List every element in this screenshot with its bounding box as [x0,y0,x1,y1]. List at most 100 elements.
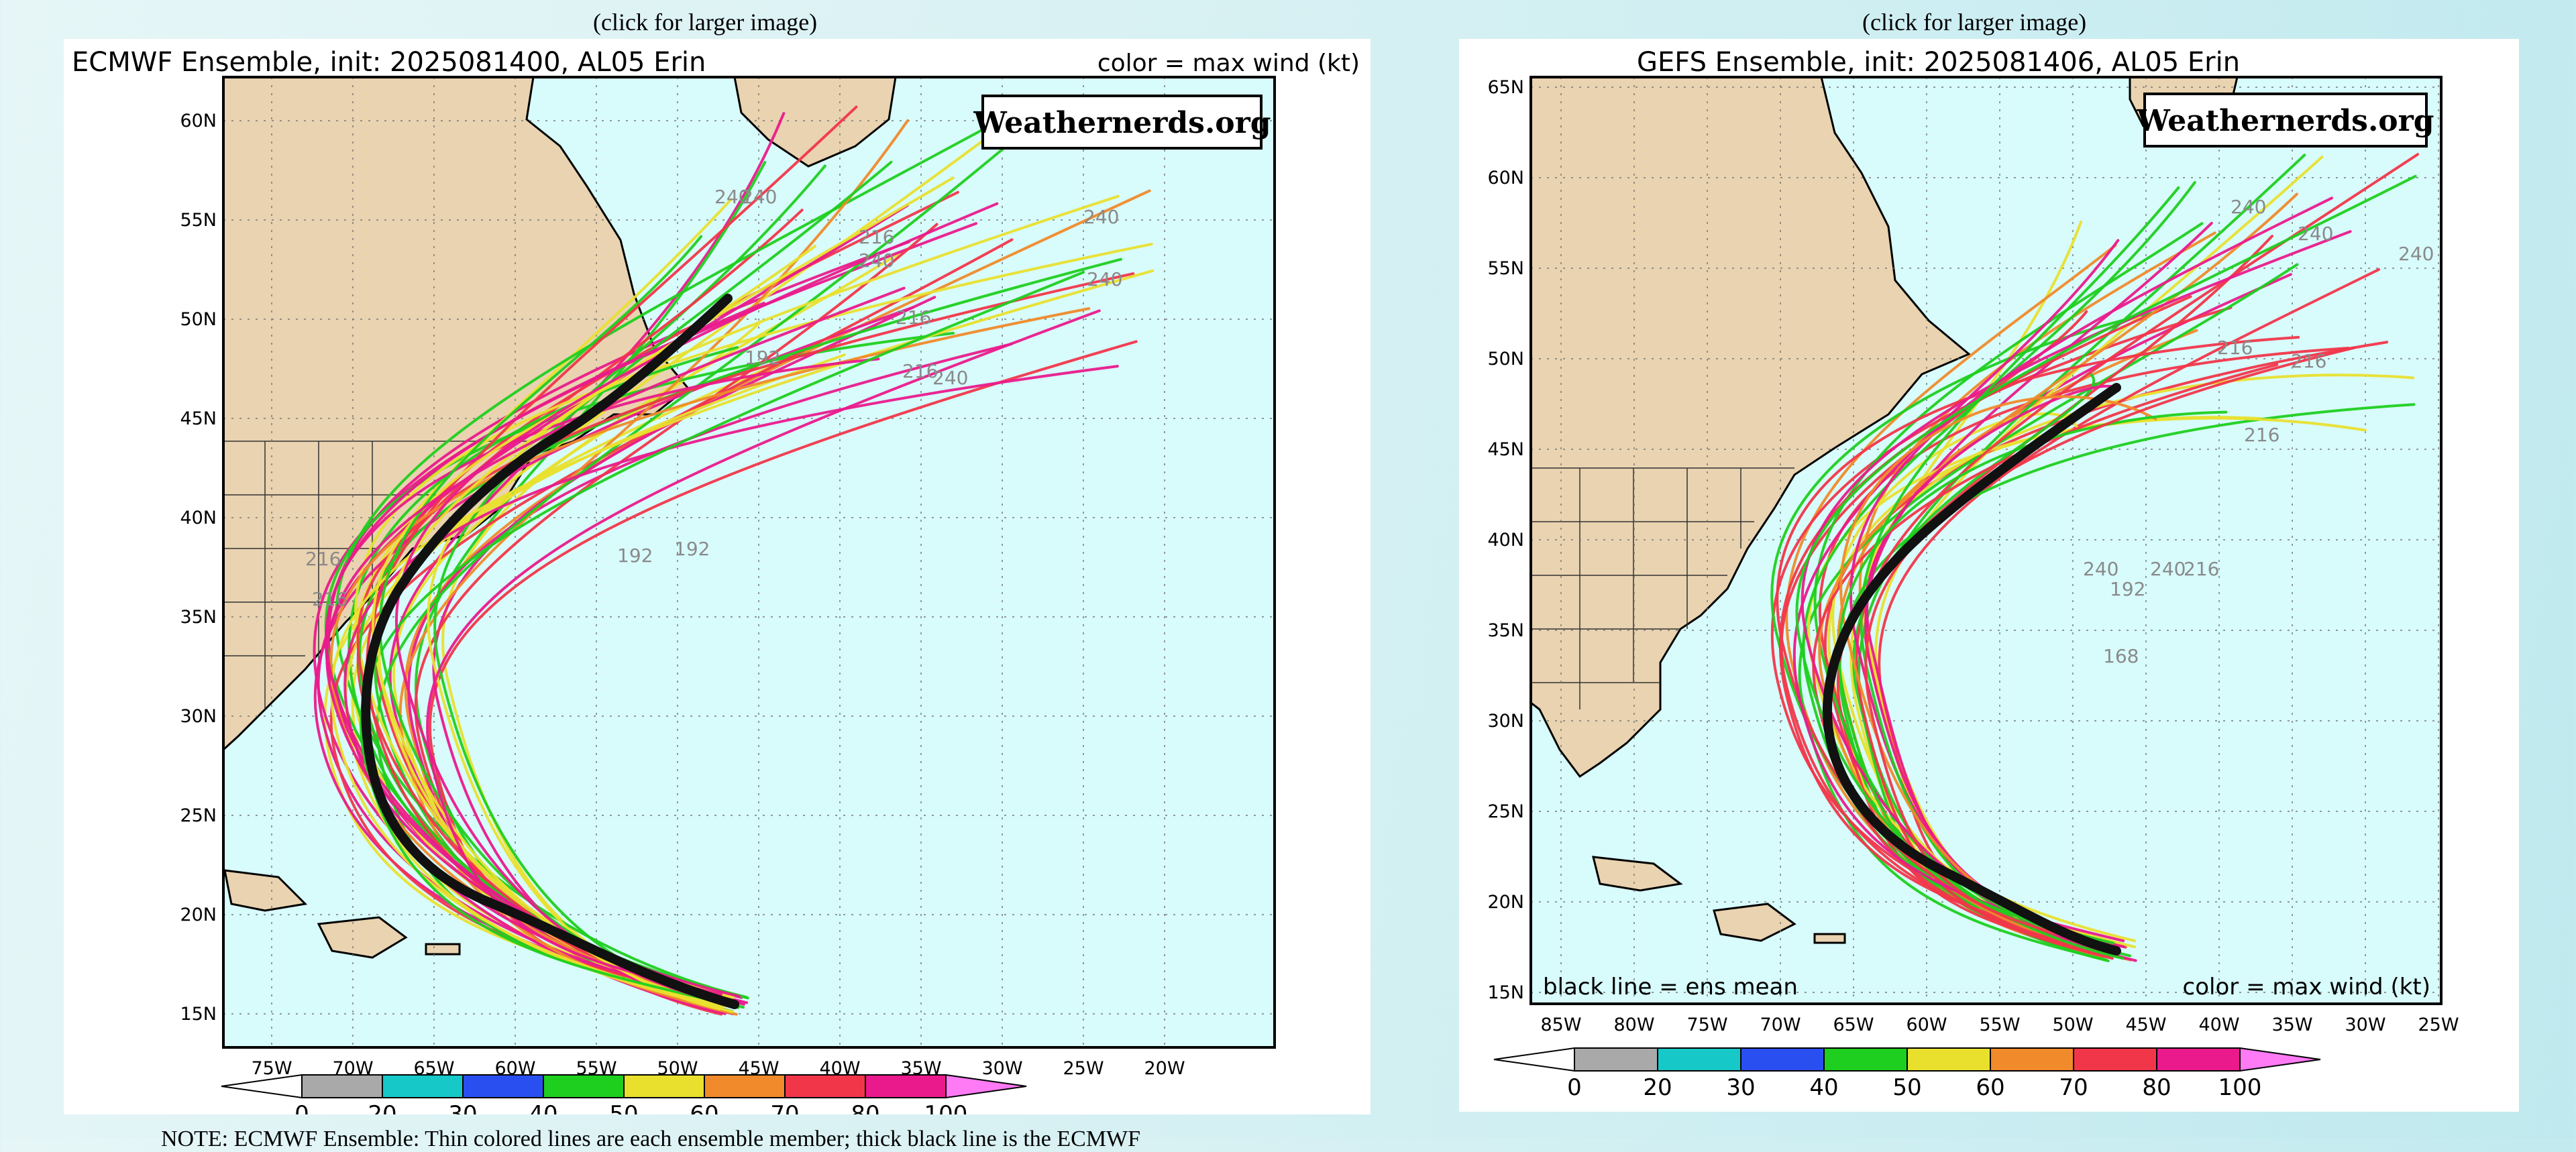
gefs-brand-box: Weathernerds.org [2136,93,2434,148]
ecmwf-lat-label: 30N [180,706,217,727]
ecmwf-hour-label: 192 [617,544,653,567]
ecmwf-hour-label: 192 [674,538,710,560]
gefs-ensemble-track [1795,174,2417,960]
gefs-north-america [1531,77,1971,779]
gefs-title: GEFS Ensemble, init: 2025081406, AL05 Er… [1637,47,2240,78]
ecmwf-colorbar-bin [704,1074,786,1098]
gefs-colorbar-label: 60 [1976,1074,2004,1101]
ecmwf-lat-label: 40N [180,508,217,528]
ecmwf-greenland [733,77,897,168]
caption-right: (click for larger image) [1862,9,2087,36]
ecmwf-colorbar-bin [543,1074,625,1098]
gefs-colorbar-label: 20 [1643,1074,1672,1101]
ecmwf-ensemble-track [426,309,1101,996]
gefs-colorbar-label: 0 [1567,1074,1582,1101]
ecmwf-colorbar-bin [865,1074,947,1098]
ecmwf-map-svg: ECMWF Ensemble, init: 2025081400, AL05 E… [72,47,1360,1114]
ecmwf-ensemble-track [398,119,910,1016]
ecmwf-puerto-rico [425,943,461,956]
ecmwf-colorbar: 0 20 30 40 50 60 70 80 100 [221,1074,1027,1114]
ecmwf-legend-title: color = max wind (kt) [1097,50,1360,77]
ecmwf-colorbar-bin [784,1074,866,1098]
gefs-hour-label: 240 [2150,558,2186,580]
gefs-lat-label: 20N [1487,892,1524,913]
ecmwf-cuba [223,869,308,912]
ecmwf-hour-label: 240 [932,367,968,389]
ecmwf-lat-label: 50N [180,309,217,330]
gefs-map-svg: GEFS Ensemble, init: 2025081406, AL05 Er… [1487,47,2459,1101]
gefs-hour-label: 216 [2184,558,2219,580]
ecmwf-colorbar-label: 50 [609,1101,638,1114]
gefs-colorbar-label: 50 [1892,1074,1921,1101]
gefs-ensemble-track [1855,153,2420,960]
gefs-map-panel[interactable]: GEFS Ensemble, init: 2025081406, AL05 Er… [1459,39,2519,1112]
ecmwf-colorbar-label: 80 [851,1101,879,1114]
ecmwf-colorbar-bin [462,1074,544,1098]
gefs-lat-label: 55N [1487,258,1524,279]
footnote: NOTE: ECMWF Ensemble: Thin colored lines… [161,1127,1141,1151]
ecmwf-ensemble-track [376,141,1012,1004]
ecmwf-lon-label: 20W [1144,1058,1185,1079]
gefs-puerto-rico [1813,933,1846,944]
gefs-map-frame [1529,76,2443,1005]
ecmwf-lon-label: 75W [251,1058,292,1079]
gefs-hour-label: 240 [2298,223,2333,245]
gefs-colorbar: 0 20 30 40 50 60 70 80 100 [1493,1047,2321,1101]
ecmwf-ensemble-track [433,160,893,1007]
ecmwf-hour-label: 240 [1087,268,1122,290]
ecmwf-ensemble-mean-track [361,294,739,1009]
ecmwf-hispaniola [317,916,408,959]
ecmwf-hour-label: 216 [305,548,341,570]
ecmwf-lat-labels: 60N 55N 50N 45N 40N 35N 30N 25N 20N 15N [180,111,217,1025]
gefs-hour-label: 216 [2217,337,2253,359]
gefs-lon-label: 25W [2418,1015,2459,1035]
gefs-tracks [1770,153,2420,962]
ecmwf-lat-label: 35N [180,607,217,628]
ecmwf-lat-label: 25N [180,805,217,826]
gefs-colorbar-bin [1990,1047,2074,1072]
gefs-lat-label: 60N [1487,168,1524,188]
gefs-ensemble-mean-track [1823,383,2121,956]
ecmwf-colorbar-label: 60 [690,1101,718,1114]
ecmwf-colorbar-label: 20 [368,1101,396,1114]
gefs-colorbar-label: 30 [1726,1074,1755,1101]
gefs-ensemble-track [1798,263,2299,962]
gefs-hour-label: 240 [2231,196,2266,218]
ecmwf-lon-label: 30W [981,1058,1022,1079]
gefs-lon-label: 30W [2345,1015,2385,1035]
caption-left: (click for larger image) [593,9,818,36]
ecmwf-colorbar-label: 70 [770,1101,799,1114]
gefs-colorbar-high [2239,1047,2321,1072]
gefs-mean-note: black line = ens mean [1543,974,1798,1000]
ecmwf-hour-label: 240 [1083,206,1119,228]
ecmwf-map-panel[interactable]: ECMWF Ensemble, init: 2025081400, AL05 E… [64,39,1371,1114]
ecmwf-colorbar-label: 30 [448,1101,477,1114]
gefs-colorbar-bin [2156,1047,2241,1072]
gefs-colorbar-label: 80 [2142,1074,2171,1101]
gefs-hour-label: 240 [2083,558,2118,580]
gefs-lat-label: 30N [1487,711,1524,732]
gefs-lon-label: 60W [1906,1015,1947,1035]
gefs-hour-label: 240 [2398,243,2434,265]
gefs-hour-label: 168 [2103,645,2139,667]
ecmwf-hour-label: 240 [714,186,750,208]
gefs-lat-label: 45N [1487,439,1524,460]
gefs-hour-label: 192 [2110,578,2145,600]
gefs-ensemble-track [1864,346,2355,951]
ecmwf-colorbar-high [945,1074,1027,1099]
ecmwf-lat-label: 55N [180,210,217,231]
ecmwf-brand: Weathernerds.org [973,106,1271,140]
gefs-colorbar-label: 70 [2059,1074,2088,1101]
gefs-colorbar-bin [1823,1047,1908,1072]
gefs-lon-label: 45W [2125,1015,2166,1035]
gefs-hour-label: 216 [2291,350,2326,372]
gefs-lat-label: 65N [1487,77,1524,98]
ecmwf-map-content: 2402402402402402162162162162161921921922… [223,77,1275,1047]
gefs-lon-labels: 85W 80W 75W 70W 65W 60W 55W 50W 45W 40W 35W 30W 25W [1540,1015,2459,1035]
ecmwf-tracks [313,105,1155,1016]
ecmwf-hour-label: 240 [859,249,894,272]
gefs-lat-label: 25N [1487,801,1524,822]
ecmwf-lat-label: 20N [180,905,217,925]
ecmwf-ensemble-track [394,202,999,1002]
